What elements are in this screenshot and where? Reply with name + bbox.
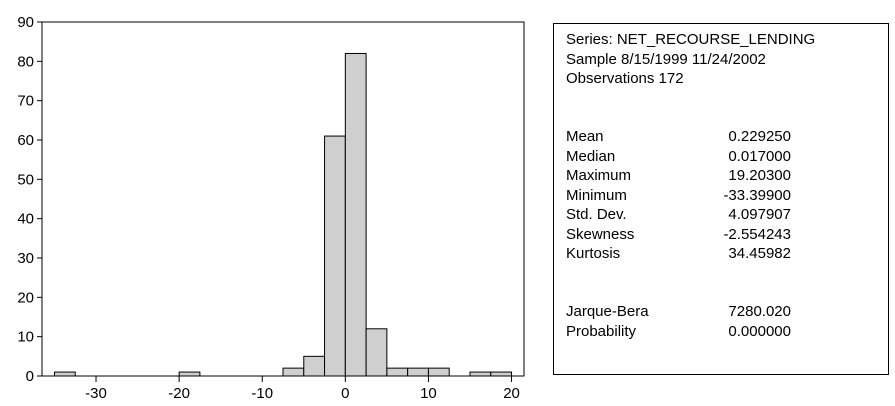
x-tick-label: 20 xyxy=(503,385,520,402)
histogram-bar xyxy=(407,367,429,377)
stat-label: Probability xyxy=(566,322,637,340)
histogram-bar xyxy=(386,367,409,377)
stat-value: 4.097907 xyxy=(728,206,791,223)
y-tick-label: 90 xyxy=(17,14,34,31)
x-tick-label: -30 xyxy=(85,385,107,402)
stat-value: 0.017000 xyxy=(728,147,791,165)
stat-label: Maximum xyxy=(566,167,632,184)
x-tick-label: 0 xyxy=(341,385,349,402)
y-tick-label: 0 xyxy=(26,368,34,385)
histogram-bar xyxy=(53,371,76,377)
stat-label: Kurtosis xyxy=(566,245,621,262)
y-tick-label: 50 xyxy=(17,171,34,188)
histogram-bar xyxy=(490,371,513,377)
stat-label: Skewness xyxy=(566,225,635,243)
y-tick-label: 70 xyxy=(17,93,34,110)
stat-value: 0.229250 xyxy=(728,128,791,145)
histogram-bar xyxy=(365,328,388,377)
observation-count: Observations 172 xyxy=(566,70,684,87)
y-tick-label: 20 xyxy=(17,289,34,306)
histogram-bar xyxy=(282,367,305,377)
y-tick-label: 40 xyxy=(17,211,34,228)
histogram-bar xyxy=(178,371,201,377)
histogram-bar xyxy=(469,371,492,377)
histogram-bar xyxy=(303,355,326,377)
sample-range: Sample 8/15/1999 11/24/2002 xyxy=(566,50,766,68)
stat-label: Jarque-Bera xyxy=(566,303,649,320)
series-name: Series: NET_RECOURSE_LENDING xyxy=(566,31,816,48)
y-tick-label: 60 xyxy=(17,132,34,149)
x-tick-label: 10 xyxy=(420,385,437,402)
stat-value: 0.000000 xyxy=(728,322,791,340)
histogram-bar xyxy=(324,135,346,377)
x-tick-label: -20 xyxy=(168,385,190,402)
x-tick-label: -10 xyxy=(251,385,273,402)
y-tick-label: 10 xyxy=(17,329,34,346)
stat-label: Minimum xyxy=(566,186,627,204)
x-axis: -30 -20 -10 0 10 20 xyxy=(85,376,520,402)
y-tick-label: 30 xyxy=(17,250,34,267)
stat-value: 19.20300 xyxy=(728,167,791,184)
plot-frame xyxy=(41,21,525,377)
stat-value: -2.554243 xyxy=(723,225,791,243)
stat-label: Mean xyxy=(566,128,604,145)
stat-value: 7280.020 xyxy=(728,303,791,320)
histogram-bars xyxy=(53,52,513,377)
y-axis: 0 10 20 30 40 50 60 70 80 90 xyxy=(17,14,42,385)
histogram-chart: 0 10 20 30 40 50 60 70 80 90 -30 -20 -10 0 10 20 xyxy=(17,14,525,402)
stat-value: -33.39900 xyxy=(723,186,791,204)
stat-label: Std. Dev. xyxy=(566,206,627,223)
stat-value: 34.45982 xyxy=(728,245,791,262)
histogram-bar xyxy=(344,52,367,377)
y-tick-label: 80 xyxy=(17,53,34,70)
stat-label: Median xyxy=(566,147,616,165)
descriptive-stats-panel: Series: NET_RECOURSE_LENDING Sample 8/15… xyxy=(553,23,889,375)
histogram-bar xyxy=(427,367,450,377)
